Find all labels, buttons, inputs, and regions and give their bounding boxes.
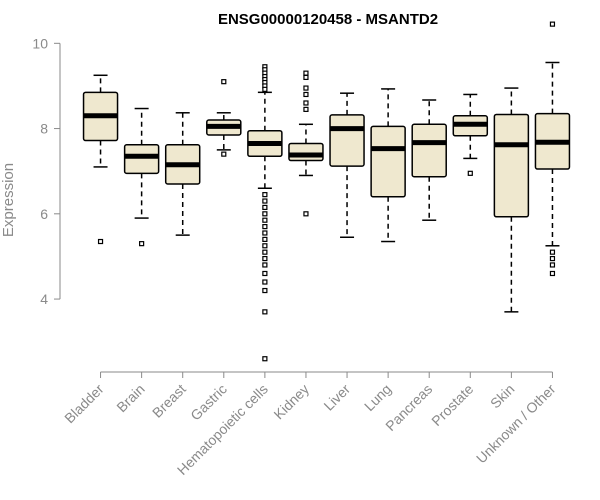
box-brain	[123, 107, 160, 247]
outlier-point	[549, 270, 556, 277]
y-tick-label: 4	[40, 291, 48, 307]
outlier-point	[262, 309, 268, 315]
box-skin	[493, 87, 530, 313]
box-body	[493, 113, 530, 218]
outlier-point	[139, 241, 145, 247]
outlier-point	[262, 230, 268, 236]
x-tick-label: Brain	[113, 381, 147, 415]
x-tick-label: Breast	[149, 381, 189, 421]
outlier-point	[221, 151, 227, 157]
outlier-point	[467, 170, 473, 176]
box-lung	[370, 88, 406, 243]
outlier-point	[303, 74, 309, 81]
box-breast	[164, 112, 201, 236]
outlier-point	[262, 287, 268, 294]
outlier-point	[262, 86, 268, 92]
outlier-point	[97, 238, 104, 245]
outlier-point	[303, 70, 309, 76]
outlier-point	[262, 198, 268, 204]
box-hematopoietic-cells	[247, 64, 283, 362]
outlier-point	[262, 279, 268, 285]
y-axis: 4 6 8 10	[32, 35, 61, 307]
outlier-point	[303, 106, 309, 112]
outlier-point	[262, 211, 268, 217]
outlier-point	[549, 21, 556, 27]
box-gastric	[206, 79, 242, 157]
chart-title: ENSG00000120458 - MSANTD2	[218, 11, 438, 28]
outlier-point	[262, 224, 268, 230]
box-body	[288, 142, 324, 162]
box-bladder	[82, 74, 119, 245]
outlier-point	[262, 356, 268, 362]
box-body	[123, 144, 160, 175]
x-tick-label: Lung	[361, 381, 394, 414]
boxes-group	[82, 21, 571, 362]
x-tick-label: Prostate	[428, 381, 476, 429]
box-pancreas	[411, 99, 447, 221]
outlier-point	[549, 249, 556, 255]
x-tick-label: Kidney	[270, 381, 312, 423]
outlier-point	[262, 255, 268, 262]
outlier-point	[262, 192, 268, 198]
y-tick-label: 10	[32, 35, 48, 51]
outlier-point	[303, 100, 309, 106]
x-tick-label: Bladder	[61, 381, 107, 427]
box-body	[411, 123, 447, 178]
y-tick-label: 8	[40, 121, 48, 137]
outlier-point	[549, 262, 556, 268]
box-body	[370, 125, 406, 198]
outlier-point	[303, 91, 309, 98]
outlier-point	[303, 85, 309, 91]
outlier-point	[262, 204, 268, 211]
y-axis-label: Expression	[0, 163, 17, 237]
box-kidney	[288, 70, 324, 217]
box-unknown-other	[534, 21, 571, 277]
outlier-point	[262, 249, 268, 255]
outlier-point	[262, 243, 268, 249]
x-tick-label: Skin	[487, 381, 518, 412]
box-prostate	[452, 93, 489, 176]
outlier-point	[262, 262, 268, 268]
outlier-point	[221, 79, 227, 85]
x-tick-label: Liver	[320, 381, 353, 414]
y-tick-label: 6	[40, 206, 48, 222]
box-liver	[329, 92, 365, 239]
outlier-point	[549, 255, 556, 262]
outlier-point	[262, 270, 268, 277]
outlier-point	[262, 236, 268, 242]
box-body	[329, 114, 365, 167]
outlier-point	[303, 211, 309, 217]
outlier-point	[262, 217, 268, 223]
